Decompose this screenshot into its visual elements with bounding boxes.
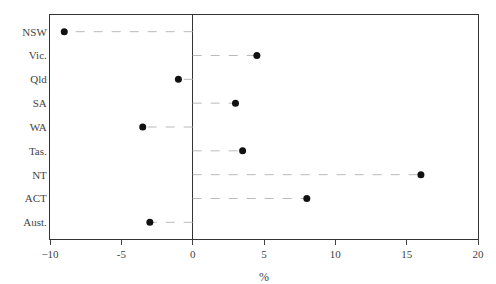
svg-text:0: 0: [190, 248, 196, 260]
svg-text:NT: NT: [32, 169, 47, 181]
svg-text:Aust.: Aust.: [23, 216, 47, 228]
svg-text:SA: SA: [33, 97, 47, 109]
svg-text:ACT: ACT: [25, 192, 47, 204]
svg-text:5: 5: [261, 248, 267, 260]
svg-text:−10: −10: [41, 248, 59, 260]
svg-text:20: 20: [473, 248, 485, 260]
svg-text:NSW: NSW: [22, 26, 47, 38]
svg-text:%: %: [259, 270, 269, 284]
svg-text:-5: -5: [117, 248, 127, 260]
svg-text:WA: WA: [30, 121, 47, 133]
svg-text:Vic.: Vic.: [29, 49, 47, 61]
svg-text:Qld: Qld: [30, 73, 47, 85]
svg-text:15: 15: [401, 248, 413, 260]
svg-text:Tas.: Tas.: [29, 145, 47, 157]
svg-text:10: 10: [330, 248, 342, 260]
